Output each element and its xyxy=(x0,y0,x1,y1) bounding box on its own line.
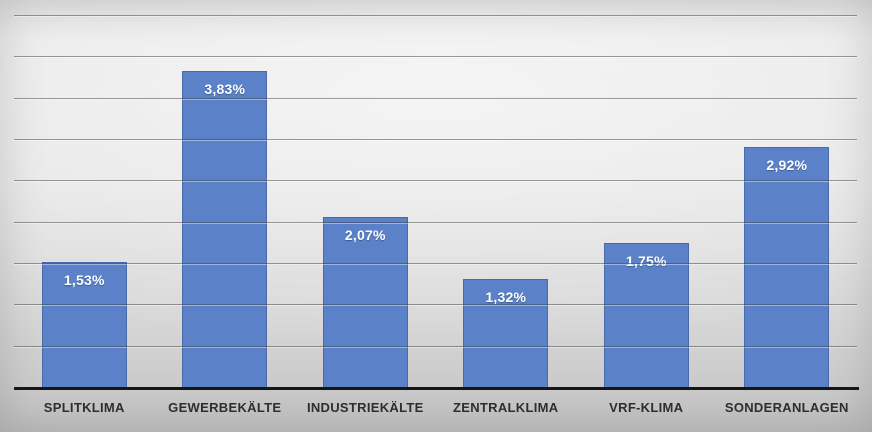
category-label-gewerbek-lte: GEWERBEKÄLTE xyxy=(168,400,282,415)
bar-splitklima[interactable]: 1,53% xyxy=(41,261,127,388)
bars-row: 1,53% 3,83% 2,07% 1,32% 1,75% 2,92% xyxy=(14,16,857,388)
x-axis-line xyxy=(14,387,859,390)
bar-slot-sonderanlagen: 2,92% xyxy=(717,16,858,388)
bar-slot-vrf-klima: 1,75% xyxy=(576,16,717,388)
bar-value-label-gewerbek-lte: 3,83% xyxy=(204,81,246,98)
bar-value-label-vrf-klima: 1,75% xyxy=(625,253,667,270)
bar-value-label-sonderanlagen: 2,92% xyxy=(766,156,808,173)
bar-vrf-klima[interactable]: 1,75% xyxy=(603,243,689,388)
plot-area: 1,53% 3,83% 2,07% 1,32% 1,75% 2,92% xyxy=(14,15,859,390)
category-label-sonderanlagen: SONDERANLAGEN xyxy=(724,400,849,415)
bar-gewerbek-lte[interactable]: 3,83% xyxy=(182,71,268,388)
bar-slot-gewerbek-lte: 3,83% xyxy=(155,16,296,388)
category-label-industriek-lte: INDUSTRIEKÄLTE xyxy=(306,400,424,415)
x-axis-category-labels: SPLITKLIMA GEWERBEKÄLTE INDUSTRIEKÄLTE ZENT… xyxy=(14,396,857,415)
bar-value-label-zentralklima: 1,32% xyxy=(485,288,527,305)
bar-slot-industriek-lte: 2,07% xyxy=(295,16,436,388)
category-label-vrf-klima: VRF-KLIMA xyxy=(609,400,684,415)
bar-slot-splitklima: 1,53% xyxy=(14,16,155,388)
category-label-splitklima: SPLITKLIMA xyxy=(43,400,125,415)
bar-value-label-splitklima: 1,53% xyxy=(63,271,105,288)
bar-value-label-industriek-lte: 2,07% xyxy=(344,226,386,243)
bar-slot-zentralklima: 1,32% xyxy=(436,16,577,388)
bar-zentralklima[interactable]: 1,32% xyxy=(463,278,549,388)
bar-sonderanlagen[interactable]: 2,92% xyxy=(744,146,830,388)
category-label-zentralklima: ZENTRALKLIMA xyxy=(453,400,559,415)
bar-industriek-lte[interactable]: 2,07% xyxy=(322,216,408,388)
